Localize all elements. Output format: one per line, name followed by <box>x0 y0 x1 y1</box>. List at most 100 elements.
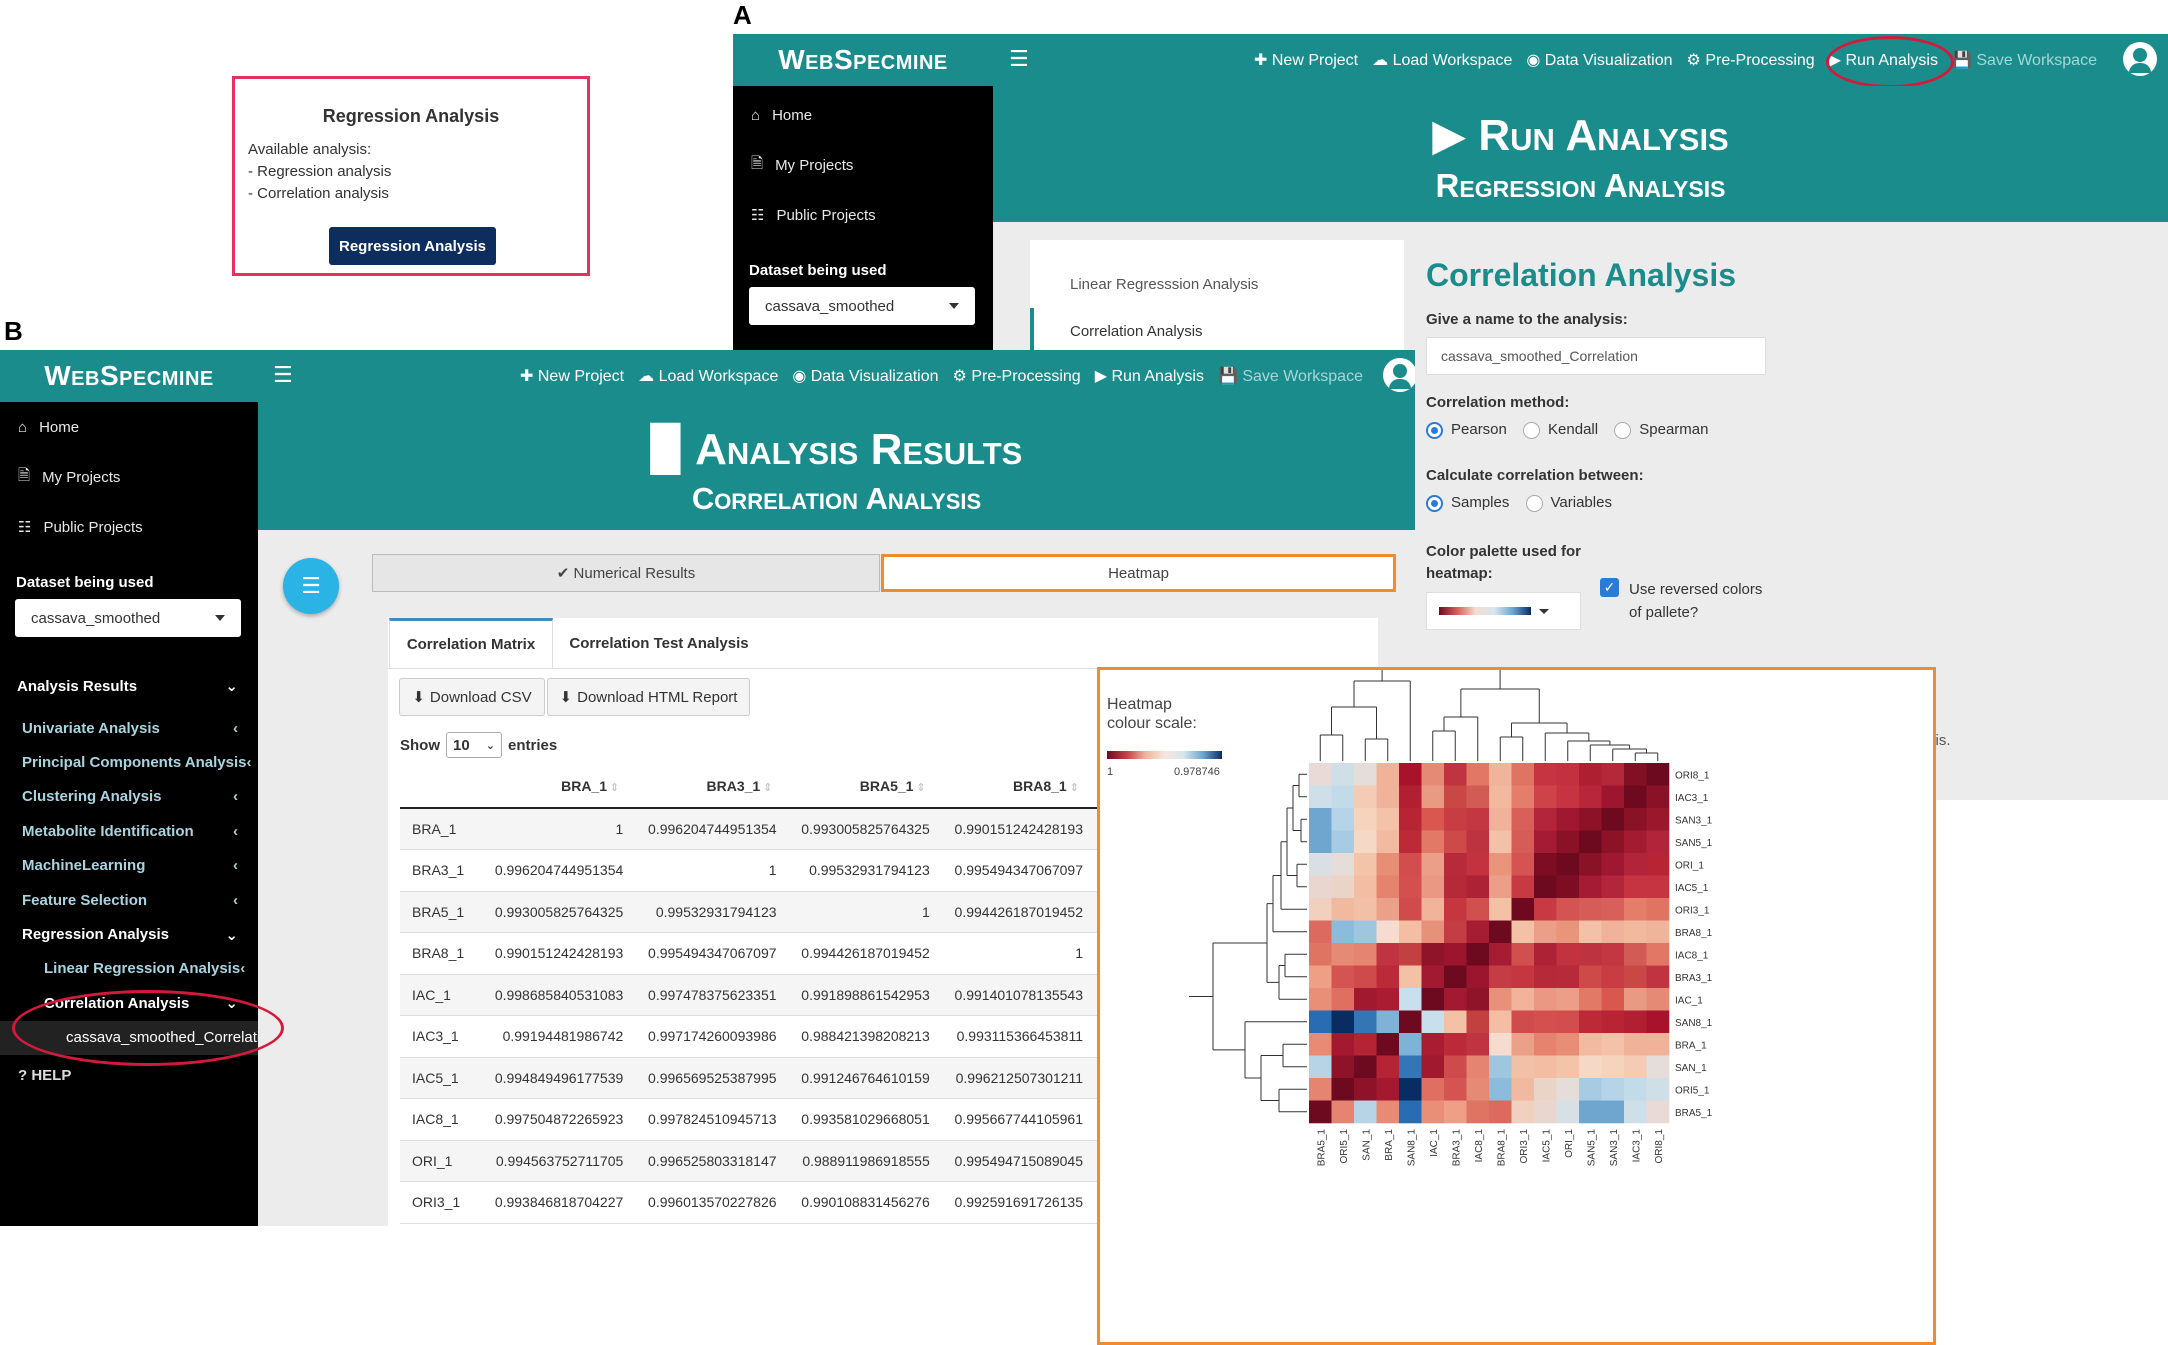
heatmap-cell <box>1399 808 1422 831</box>
dataset-select[interactable]: cassava_smoothed <box>15 599 241 637</box>
table-header[interactable]: BRA5_1 ⇕ <box>790 764 944 809</box>
heatmap-cell <box>1354 830 1377 854</box>
sidebar-item-principal-components-analysis[interactable]: Principal Components Analysis ‹ <box>22 754 252 772</box>
sidebar-item-univariate-analysis[interactable]: Univariate Analysis ‹ <box>22 719 238 737</box>
chevron-down-icon <box>949 303 959 309</box>
heatmap-cell <box>1579 808 1602 831</box>
sidebar-item-clustering-analysis[interactable]: Clustering Analysis ‹ <box>22 788 238 806</box>
regression-analysis-button[interactable]: Regression Analysis <box>329 227 496 265</box>
row-label: IAC3_1 <box>1675 793 1709 804</box>
table-cell: 0.993005825764325 <box>790 808 944 850</box>
nav-new-project[interactable]: ✚ New Project <box>1254 52 1359 69</box>
heatmap-cell <box>1646 763 1670 786</box>
sidebar-public-projects[interactable]: ☷ Public Projects <box>751 206 876 225</box>
nav-load-workspace[interactable]: ☁ Load Workspace <box>1372 52 1513 69</box>
nav-pre-processing[interactable]: ⚙ Pre-Processing <box>1686 52 1815 69</box>
sidebar-item-metabolite-identification[interactable]: Metabolite Identification ‹ <box>22 822 238 840</box>
sidebar-item-feature-selection[interactable]: Feature Selection ‹ <box>22 891 238 909</box>
menu-linear-regression[interactable]: Linear Regresssion Analysis <box>1070 276 1259 293</box>
heatmap-cell <box>1511 1100 1535 1124</box>
col-label: IAC_1 <box>1429 1129 1440 1157</box>
nav-data-visualization[interactable]: ◉ Data Visualization <box>792 368 939 385</box>
tab-numerical-results[interactable]: ✔ Numerical Results <box>372 554 880 592</box>
heatmap-cell <box>1466 1055 1490 1079</box>
entries-select[interactable]: 10 ⌄ <box>446 732 502 758</box>
nav-data-visualization[interactable]: ◉ Data Visualization <box>1526 52 1673 69</box>
radio-variables[interactable]: Variables <box>1525 494 1612 512</box>
nav-pre-processing[interactable]: ⚙ Pre-Processing <box>952 368 1081 385</box>
analysis-results-header[interactable]: Analysis Results ⌄ <box>17 677 238 696</box>
sidebar-item-machinelearning[interactable]: MachineLearning ‹ <box>22 857 238 875</box>
table-row: BRA_1 1 0.996204744951354 0.993005825764325… <box>400 808 1097 850</box>
heatmap-cell <box>1354 943 1377 966</box>
heatmap-cell <box>1646 920 1670 944</box>
heatmap-cell <box>1354 1078 1377 1101</box>
sidebar-item-regression-analysis[interactable]: Regression Analysis ⌄ <box>22 926 238 944</box>
panel-c: Heatmap colour scale: 1 0.978746 ORI8_1 IA… <box>1097 667 1936 1345</box>
tab-correlation-matrix[interactable]: Correlation Matrix <box>389 618 553 668</box>
heatmap-cell <box>1466 763 1490 786</box>
radio-spearman[interactable]: Spearman <box>1614 421 1708 439</box>
nav-run-analysis[interactable]: ▶ Run Analysis <box>1094 368 1204 385</box>
menu-toggle-icon[interactable]: ☰ <box>1009 46 1029 71</box>
heatmap-cell <box>1354 785 1377 809</box>
radio-pearson[interactable]: Pearson <box>1426 421 1507 439</box>
heatmap-cell <box>1421 785 1445 809</box>
sidebar-my-projects[interactable]: 🗎 My Projects <box>733 140 993 190</box>
table-header[interactable]: BRA_1 ⇕ <box>484 764 638 809</box>
between-label: Calculate correlation between: <box>1426 467 1644 484</box>
table-cell: 0.996204744951354 <box>484 849 638 892</box>
table-cell: 0.997504872265923 <box>484 1098 638 1141</box>
analysis-name-input[interactable]: cassava_smoothed_Correlation <box>1426 337 1766 375</box>
scale-max: 0.978746 <box>1174 766 1220 778</box>
sidebar-my-projects[interactable]: 🗎 My Projects <box>0 452 258 502</box>
palette-select[interactable] <box>1426 592 1581 630</box>
user-avatar-icon[interactable] <box>2123 42 2157 76</box>
table-header[interactable]: BRA8_1 ⇕ <box>943 764 1097 809</box>
dataset-label: Dataset being used <box>16 574 154 591</box>
download-html-button[interactable]: ⬇ Download HTML Report <box>547 678 750 716</box>
col-label: IAC5_1 <box>1541 1129 1552 1163</box>
row-label: IAC_1 <box>400 974 485 1016</box>
heatmap-cell <box>1511 965 1535 989</box>
menu-correlation-analysis[interactable]: Correlation Analysis <box>1030 308 1404 354</box>
table-cell: 0.99532931794123 <box>790 849 944 892</box>
nav-load-workspace[interactable]: ☁ Load Workspace <box>638 368 779 385</box>
heatmap-cell <box>1376 943 1400 966</box>
tab-correlation-test[interactable]: Correlation Test Analysis <box>569 634 749 652</box>
sidebar-home[interactable]: ⌂ Home <box>18 418 80 436</box>
chevron-icon: ‹ <box>233 822 238 840</box>
menu-toggle-icon[interactable]: ☰ <box>273 362 293 387</box>
sidebar-home[interactable]: ⌂ Home <box>751 106 813 124</box>
dataset-label: Dataset being used <box>749 262 887 279</box>
user-avatar-icon[interactable] <box>1383 358 1415 392</box>
heatmap-cell <box>1399 1033 1422 1056</box>
heatmap-cell <box>1601 1078 1625 1101</box>
reverse-checkbox[interactable]: ✓ <box>1600 578 1619 597</box>
radio-kendall[interactable]: Kendall <box>1523 421 1598 439</box>
heatmap-cell <box>1624 1078 1647 1101</box>
heatmap-cell <box>1331 1078 1355 1101</box>
heatmap-cell <box>1466 943 1490 966</box>
nav-new-project[interactable]: ✚ New Project <box>520 368 625 385</box>
sidebar-public-projects[interactable]: ☷ Public Projects <box>18 518 143 537</box>
heatmap-cell <box>1601 1100 1625 1124</box>
table-header[interactable]: BRA3_1 ⇕ <box>637 764 791 809</box>
heatmap-cell <box>1421 898 1445 921</box>
heatmap-cell <box>1421 1055 1445 1079</box>
help-link[interactable]: ? HELP <box>18 1066 72 1084</box>
heatmap-cell <box>1624 920 1647 944</box>
list-icon-button[interactable]: ☰ <box>283 558 339 614</box>
radio-samples[interactable]: Samples <box>1426 494 1509 512</box>
table-cell: 0.994563752711705 <box>484 1140 638 1182</box>
heatmap-cell <box>1489 1078 1512 1101</box>
sidebar-item-linear-regression[interactable]: Linear Regression Analysis ‹ <box>44 960 246 978</box>
heatmap-cell <box>1376 1100 1400 1124</box>
dataset-select[interactable]: cassava_smoothed <box>749 287 975 325</box>
tab-heatmap[interactable]: Heatmap <box>881 554 1396 592</box>
heatmap-cell <box>1444 830 1467 854</box>
table-cell: 0.988421398208213 <box>790 1015 944 1058</box>
heatmap-cell <box>1444 898 1467 921</box>
heatmap-cell <box>1601 1033 1625 1056</box>
download-csv-button[interactable]: ⬇ Download CSV <box>399 678 545 716</box>
